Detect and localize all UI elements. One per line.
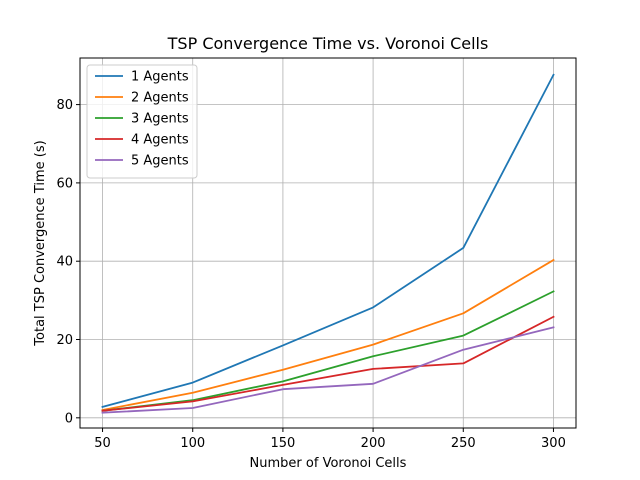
y-tick-label: 20: [56, 333, 73, 348]
x-tick-label: 300: [541, 436, 566, 451]
legend-box: [86, 64, 198, 179]
x-tick-label: 100: [180, 436, 205, 451]
legend-label: 5 Agents: [131, 154, 189, 169]
y-axis-label: Total TSP Convergence Time (s): [33, 140, 48, 346]
x-axis-label: Number of Voronoi Cells: [250, 456, 407, 471]
y-tick-label: 80: [56, 98, 73, 113]
y-tick-label: 40: [56, 255, 73, 270]
legend: 1 Agents 2 Agents 3 Agents 4 Agents 5 Agents: [86, 64, 198, 179]
x-axis-ticks: 50 100 150 200 250 300: [94, 428, 566, 451]
y-tick-label: 60: [56, 176, 73, 191]
series-line-1-agents: [101, 73, 555, 409]
x-tick-label: 150: [270, 436, 295, 451]
legend-label: 2 Agents: [131, 91, 189, 106]
legend-label: 1 Agents: [131, 70, 189, 85]
grid: [80, 58, 576, 428]
series-lines: [101, 73, 555, 414]
y-axis-ticks: 0 20 40 60 80: [56, 98, 80, 426]
chart-title: TSP Convergence Time vs. Voronoi Cells: [167, 34, 489, 53]
series-line-5-agents: [101, 326, 555, 414]
legend-label: 3 Agents: [131, 112, 189, 127]
x-tick-label: 200: [361, 436, 386, 451]
series-line-4-agents: [101, 315, 555, 412]
plot-frame: [79, 57, 577, 429]
legend-label: 4 Agents: [131, 133, 189, 148]
x-tick-label: 50: [94, 436, 111, 451]
y-tick-label: 0: [65, 411, 73, 426]
series-line-2-agents: [101, 258, 555, 412]
x-tick-label: 250: [451, 436, 476, 451]
series-line-3-agents: [101, 290, 555, 412]
